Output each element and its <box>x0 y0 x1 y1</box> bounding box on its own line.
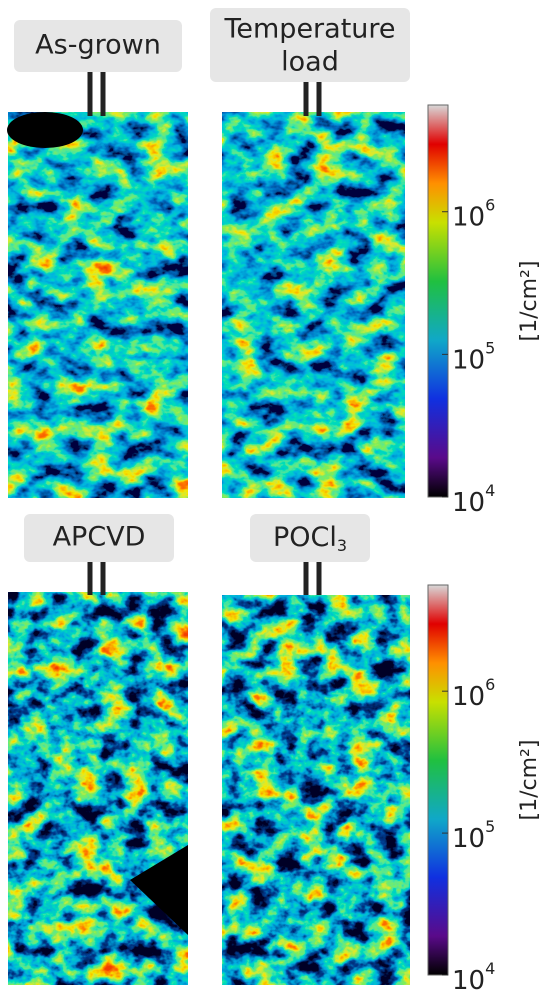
colorbar <box>427 584 449 976</box>
panel-label: load <box>281 47 339 78</box>
map-image <box>222 595 410 985</box>
tick-base: 10 <box>452 682 485 712</box>
tick-label: 104 <box>452 481 495 518</box>
tick-label: 106 <box>452 195 495 232</box>
tick-exponent: 6 <box>485 675 495 694</box>
tick-exponent: 4 <box>485 481 495 500</box>
connectors <box>87 72 322 595</box>
tick-base: 10 <box>452 202 485 232</box>
tick-exponent: 5 <box>485 338 495 357</box>
map-image <box>8 112 188 498</box>
label-text: POCl <box>273 522 337 553</box>
map-image <box>222 112 405 498</box>
map-image <box>8 592 188 985</box>
tick-label: 104 <box>452 959 495 995</box>
panel-label: POCl3 <box>273 522 347 555</box>
colorbar <box>427 104 449 498</box>
dark-region <box>7 112 83 148</box>
colorbar-unit: [1/cm²] <box>517 740 542 821</box>
tick-exponent: 4 <box>485 959 495 978</box>
colorbar-unit: [1/cm²] <box>517 261 542 342</box>
panel-label: APCVD <box>53 522 146 553</box>
tick-label: 105 <box>452 817 495 854</box>
panel-label: As-grown <box>35 30 161 61</box>
tick-base: 10 <box>452 966 485 995</box>
tick-label: 105 <box>452 338 495 375</box>
label-subscript: 3 <box>337 536 347 555</box>
dark-region <box>130 845 188 935</box>
tick-exponent: 6 <box>485 195 495 214</box>
tick-base: 10 <box>452 345 485 375</box>
tick-base: 10 <box>452 488 485 518</box>
panel-label: Temperature <box>223 14 395 45</box>
tick-label: 106 <box>452 675 495 712</box>
tick-base: 10 <box>452 824 485 854</box>
tick-exponent: 5 <box>485 817 495 836</box>
label-boxes <box>14 8 410 562</box>
